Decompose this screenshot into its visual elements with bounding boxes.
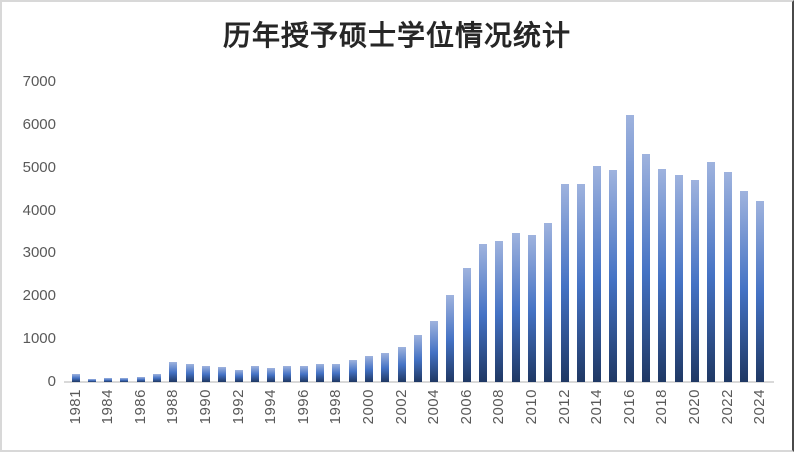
bar-2001 bbox=[381, 353, 390, 382]
bar-1998 bbox=[332, 364, 341, 382]
x-axis-tick-label: 2006 bbox=[457, 389, 475, 425]
x-axis-tick-label: 2014 bbox=[588, 389, 606, 425]
bar-2010 bbox=[527, 235, 536, 382]
bar-2003 bbox=[413, 335, 422, 382]
bar-2002 bbox=[397, 347, 406, 382]
bar-2006 bbox=[462, 268, 471, 382]
bar-1995 bbox=[283, 366, 292, 382]
bar-2018 bbox=[658, 169, 667, 382]
bar-1981 bbox=[71, 374, 80, 382]
bar-2007 bbox=[479, 244, 487, 382]
x-axis-tick-label: 1992 bbox=[229, 389, 247, 425]
bar-2021 bbox=[707, 162, 716, 382]
bar-1987 bbox=[153, 374, 161, 382]
bar-1994 bbox=[267, 368, 276, 382]
bar-1993 bbox=[250, 366, 259, 382]
y-axis-tick-label: 2000 bbox=[22, 287, 56, 305]
bar-2019 bbox=[674, 175, 683, 382]
bar-2005 bbox=[446, 295, 455, 382]
bar-1982 bbox=[87, 379, 96, 382]
bar-1988 bbox=[169, 362, 178, 382]
bar-2009 bbox=[511, 233, 520, 382]
x-axis-tick-label: 1998 bbox=[327, 389, 345, 425]
bar-2013 bbox=[576, 184, 585, 382]
x-axis-tick-label: 2002 bbox=[392, 389, 410, 425]
y-axis-tick-label: 4000 bbox=[22, 201, 56, 219]
bar-1992 bbox=[234, 370, 243, 382]
bar-2020 bbox=[690, 180, 699, 382]
x-axis-tick-label: 2020 bbox=[685, 389, 703, 425]
bar-2012 bbox=[560, 184, 569, 382]
x-axis-tick-label: 2022 bbox=[718, 389, 736, 425]
bar-2004 bbox=[430, 321, 439, 382]
y-axis-tick-label: 5000 bbox=[22, 158, 56, 176]
bar-2008 bbox=[495, 241, 504, 382]
bar-1986 bbox=[136, 377, 145, 382]
bar-2015 bbox=[609, 170, 618, 382]
y-axis-tick-label: 3000 bbox=[22, 244, 56, 262]
bar-2022 bbox=[723, 172, 732, 382]
x-axis-tick-label: 1994 bbox=[262, 389, 280, 425]
y-axis-tick-label: 0 bbox=[47, 373, 56, 390]
x-axis-tick-label: 2010 bbox=[522, 389, 540, 425]
x-axis-tick-label: 2008 bbox=[490, 389, 508, 425]
bar-1989 bbox=[185, 364, 194, 382]
bar-1997 bbox=[316, 364, 324, 382]
bar-2000 bbox=[364, 356, 373, 382]
bar-2016 bbox=[625, 115, 634, 382]
x-axis-tick-label: 2012 bbox=[555, 389, 573, 425]
x-axis-line bbox=[64, 381, 774, 383]
bar-2014 bbox=[593, 166, 602, 382]
bar-1996 bbox=[299, 366, 308, 382]
y-axis-tick-label: 7000 bbox=[22, 73, 56, 90]
x-axis-tick-label: 1988 bbox=[164, 389, 182, 425]
x-axis-tick-label: 1981 bbox=[66, 389, 84, 425]
bar-1984 bbox=[104, 378, 113, 382]
y-axis-tick-label: 6000 bbox=[22, 115, 56, 133]
x-axis-tick-label: 1990 bbox=[196, 389, 214, 425]
x-axis-tick-label: 1996 bbox=[294, 389, 312, 425]
bar-1999 bbox=[348, 360, 357, 382]
bar-1985 bbox=[120, 378, 129, 382]
x-axis-tick-label: 2000 bbox=[359, 389, 377, 425]
x-axis-tick-label: 1986 bbox=[131, 389, 149, 425]
y-axis-tick-label: 1000 bbox=[22, 330, 56, 348]
x-axis-tick-label: 1984 bbox=[99, 389, 117, 425]
x-axis-tick-label: 2004 bbox=[425, 389, 443, 425]
x-axis-tick-label: 2018 bbox=[653, 389, 671, 425]
bar-2011 bbox=[544, 223, 553, 382]
bar-2023 bbox=[739, 191, 748, 382]
bar-1990 bbox=[201, 366, 210, 382]
chart-title: 历年授予硕士学位情况统计 bbox=[222, 21, 571, 52]
bar-1991 bbox=[218, 367, 227, 382]
x-axis-tick-label: 2024 bbox=[751, 389, 769, 425]
bar-2017 bbox=[642, 154, 650, 382]
x-axis-tick-label: 2016 bbox=[620, 389, 638, 425]
bar-2024 bbox=[756, 201, 765, 382]
